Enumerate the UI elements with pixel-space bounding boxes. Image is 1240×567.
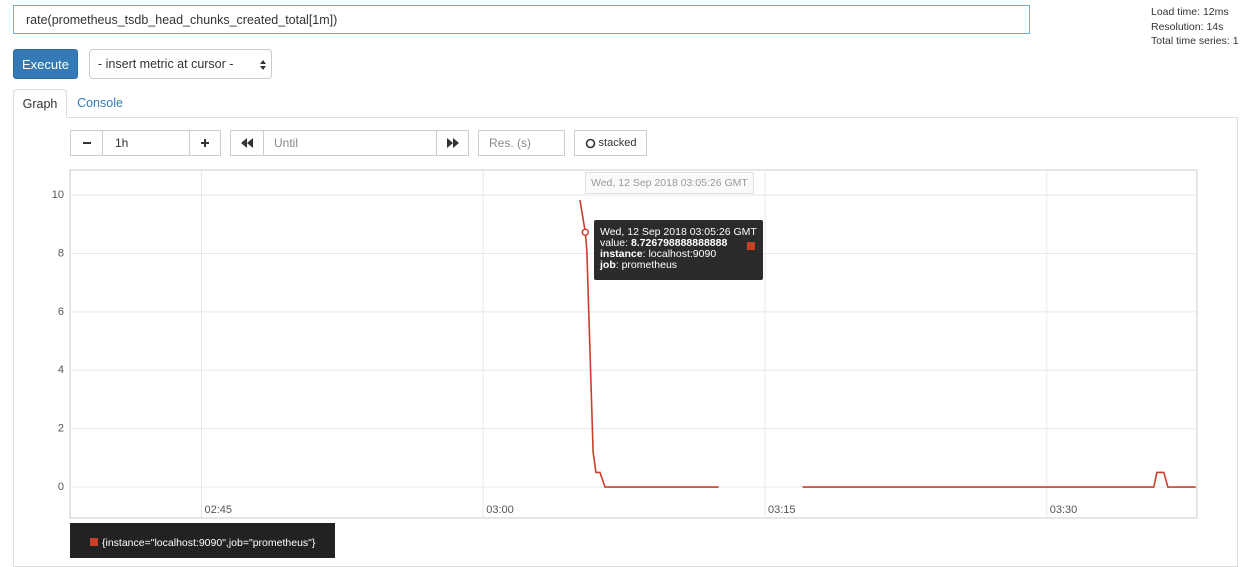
tooltip-value: 8.726798888888888 (630, 237, 728, 249)
legend: {instance="localhost:9090",job="promethe… (70, 523, 335, 558)
tab-console[interactable]: Console (67, 89, 133, 117)
tooltip-swatch (747, 242, 755, 250)
range-minus[interactable] (70, 130, 103, 156)
execute-button[interactable]: Execute (13, 49, 78, 79)
plus-icon (201, 139, 209, 147)
select-text: - insert metric at cursor - (98, 57, 234, 71)
forward-icon (446, 138, 459, 148)
label-key: job (600, 259, 616, 271)
label-key: instance (600, 248, 643, 260)
tooltip-value-row: value: 8.726798888888888 (600, 237, 757, 250)
time-forward[interactable] (436, 130, 469, 156)
select-arrows (260, 60, 266, 70)
time-back[interactable] (230, 130, 264, 156)
stat: Total time series: 1 (1151, 35, 1239, 47)
tooltip-value-key: value: (600, 237, 629, 249)
metric-select[interactable]: - insert metric at cursor - (89, 49, 272, 79)
label-value: : localhost:9090 (642, 248, 717, 260)
label-value: : prometheus (615, 259, 678, 271)
range-input[interactable]: 1h (102, 130, 190, 156)
stacked-label: stacked (598, 137, 637, 149)
stacked-button[interactable]: stacked (574, 130, 647, 156)
tooltip-label: job: prometheus (600, 260, 757, 271)
tooltip: Wed, 12 Sep 2018 03:05:26 GMT value: 8.7… (594, 220, 763, 280)
back-icon (241, 138, 253, 148)
stats: Load time: 12ms Resolution: 14s Total ti… (1151, 5, 1239, 49)
legend-swatch (90, 538, 98, 546)
stacked-icon (585, 138, 595, 148)
range-plus[interactable] (189, 130, 221, 156)
resolution-input[interactable]: Res. (s) (478, 130, 565, 156)
tooltip-time: Wed, 12 Sep 2018 03:05:26 GMT (600, 226, 757, 238)
stat: Load time: 12ms (1151, 6, 1229, 18)
until-input[interactable]: Until (263, 130, 437, 156)
tooltip-label: instance: localhost:9090 (600, 249, 757, 260)
stat: Resolution: 14s (1151, 20, 1224, 33)
legend-entry: {instance="localhost:9090",job="promethe… (102, 537, 316, 549)
hover-time-label: Wed, 12 Sep 2018 03:05:26 GMT (585, 172, 754, 194)
tab-graph[interactable]: Graph (13, 89, 67, 118)
minus-icon (82, 142, 91, 144)
query-input[interactable]: rate(prometheus_tsdb_head_chunks_created… (13, 5, 1030, 34)
